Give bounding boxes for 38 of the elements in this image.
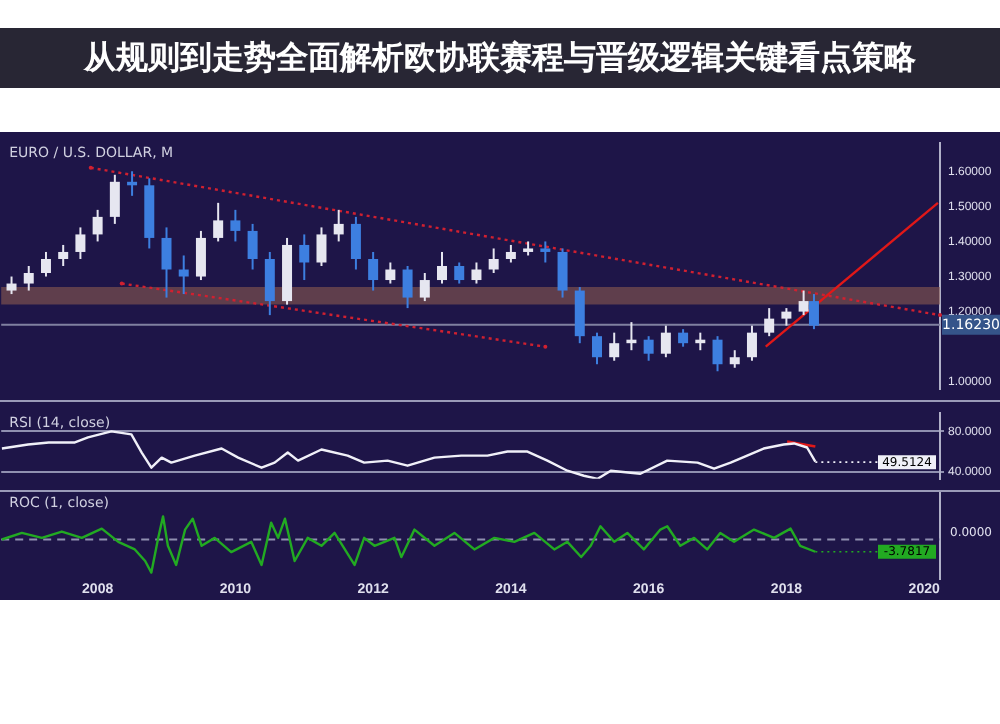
candlestick (574, 286, 585, 345)
candlestick (23, 265, 34, 292)
candlestick (161, 226, 172, 299)
candlestick (798, 289, 809, 317)
candlestick (247, 222, 258, 271)
candlestick (540, 240, 551, 264)
candlestick (195, 229, 206, 282)
candlestick (92, 208, 103, 243)
candlestick (230, 208, 241, 243)
candlestick (40, 250, 51, 278)
candlestick (333, 208, 344, 243)
text: 从规则到走势全面解析欧协联赛程与晋级逻辑关键看点策略 (0, 28, 1000, 88)
candlestick (316, 226, 327, 267)
candlestick (808, 293, 819, 331)
candlestick (402, 265, 413, 310)
candlestick (454, 261, 465, 285)
candlestick (437, 250, 448, 285)
candlestick (385, 261, 396, 285)
candlestick (712, 335, 723, 373)
candlestick (109, 173, 120, 225)
candlestick (368, 250, 379, 292)
candlestick (178, 254, 189, 296)
candlestick (213, 201, 224, 243)
candlestick (488, 247, 499, 275)
candlestick (609, 331, 620, 362)
candlestick (471, 261, 482, 285)
candlestick (419, 272, 430, 303)
candlestick (58, 243, 69, 267)
candlestick (299, 233, 310, 282)
candlestick (350, 215, 361, 271)
candlestick (557, 247, 568, 299)
candlestick (746, 324, 757, 362)
candlestick (764, 307, 775, 338)
candlestick (643, 335, 654, 362)
candlestick (75, 226, 86, 260)
candlestick (264, 250, 275, 317)
candlestick (660, 324, 671, 359)
candlestick (591, 331, 602, 366)
